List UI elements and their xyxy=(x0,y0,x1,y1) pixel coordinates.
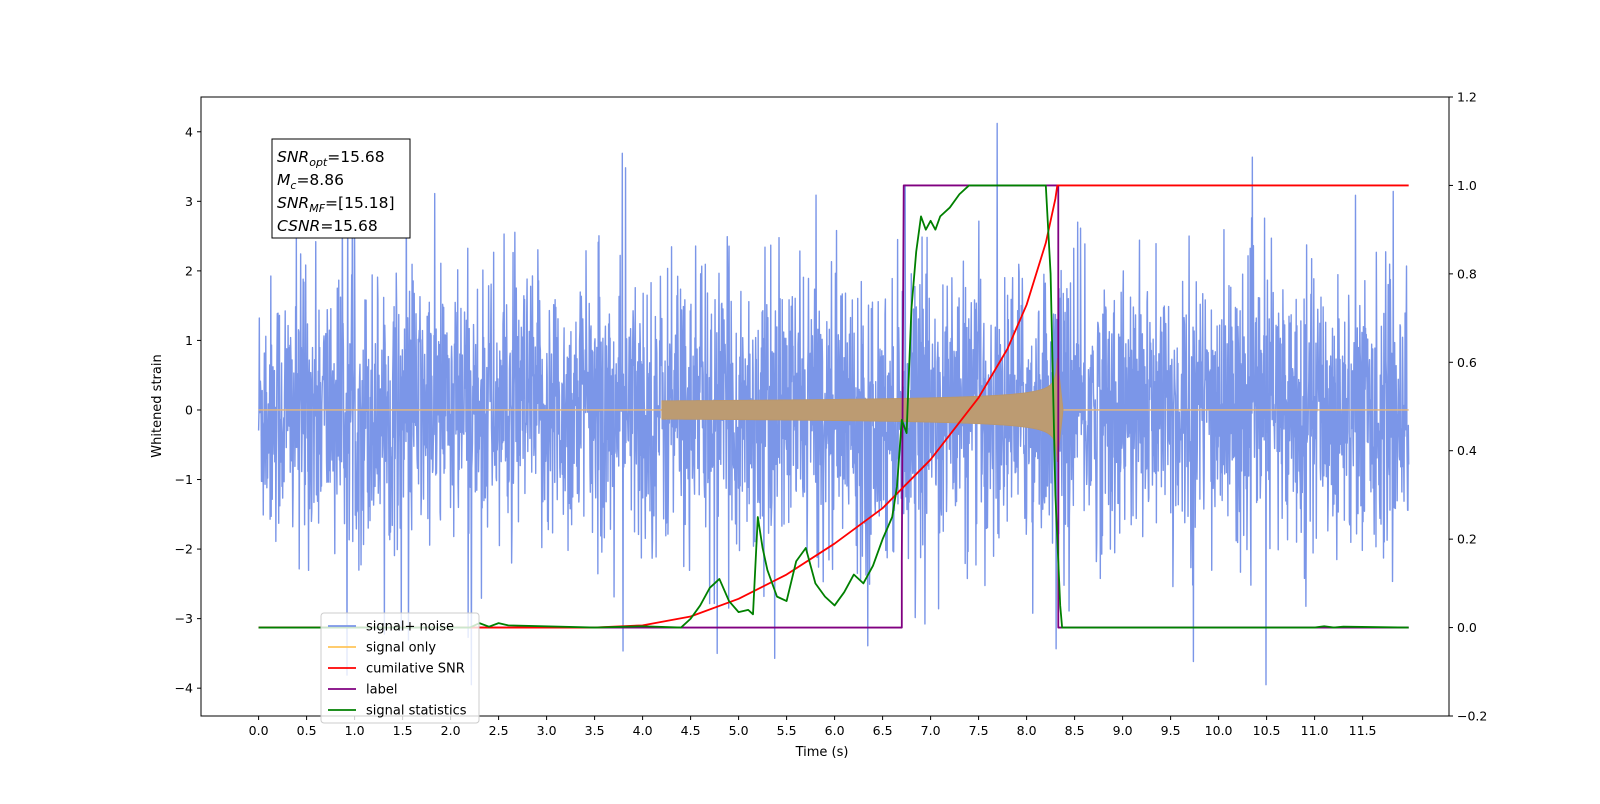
x-tick-label: 7.5 xyxy=(969,723,989,738)
x-tick-label: 0.5 xyxy=(297,723,317,738)
x-axis-label: Time (s) xyxy=(795,745,849,760)
x-tick-label: 2.0 xyxy=(441,723,461,738)
y2-tick-label: 0.0 xyxy=(1457,620,1477,635)
y-tick-label: −2 xyxy=(175,542,193,557)
y2-tick-label: 1.0 xyxy=(1457,178,1477,193)
x-tick-label: 10.0 xyxy=(1205,723,1233,738)
plot-area xyxy=(257,122,1410,686)
x-tick-label: 1.5 xyxy=(393,723,413,738)
x-tick-label: 4.0 xyxy=(633,723,653,738)
legend-label: label xyxy=(366,683,397,698)
annotation-line: SNRopt=15.68 xyxy=(277,148,385,169)
x-tick-label: 8.0 xyxy=(1017,723,1037,738)
y-tick-label: 1 xyxy=(185,333,193,348)
y-tick-label: 4 xyxy=(185,124,193,139)
x-tick-label: 7.0 xyxy=(921,723,941,738)
x-tick-label: 11.0 xyxy=(1301,723,1329,738)
x-tick-label: 9.5 xyxy=(1161,723,1181,738)
legend-label: signal only xyxy=(366,641,436,656)
series-signal-statistics xyxy=(258,184,1409,629)
x-axis: 0.0 0.5 1.0 1.5 2.0 2.5 3.0 3.5 4.0 4.5 5.0 5.5 6.0 6… xyxy=(249,716,1377,738)
y-axis-right: −0.2 0.0 0.2 0.4 0.6 0.8 1.0 1.2 xyxy=(1449,90,1487,724)
y-tick-label: 2 xyxy=(185,263,193,278)
signal-chirp-envelope xyxy=(661,357,1064,463)
legend-label: signal statistics xyxy=(366,704,467,719)
x-tick-label: 4.5 xyxy=(681,723,701,738)
y-axis-left: −4 −3 −2 −1 0 1 2 3 4 xyxy=(175,124,201,696)
x-tick-label: 1.0 xyxy=(345,723,365,738)
y2-tick-label: 0.6 xyxy=(1457,355,1477,370)
annotation-frame xyxy=(271,138,411,239)
y-axis-label: Whitened strain xyxy=(150,354,165,457)
x-tick-label: 2.5 xyxy=(489,723,509,738)
plot-frame xyxy=(200,96,1450,717)
x-tick-label: 6.0 xyxy=(825,723,845,738)
y-tick-label: 0 xyxy=(185,402,193,417)
y-tick-label: −1 xyxy=(175,472,193,487)
x-tick-label: 3.0 xyxy=(537,723,557,738)
x-tick-label: 3.5 xyxy=(585,723,605,738)
annotation-line: CSNR=15.68 xyxy=(277,217,378,235)
series-cumulative-snr xyxy=(258,184,1409,629)
x-tick-label: 5.0 xyxy=(729,723,749,738)
x-tick-label: 9.0 xyxy=(1113,723,1133,738)
y2-tick-label: 1.2 xyxy=(1457,90,1477,105)
y2-tick-label: 0.2 xyxy=(1457,532,1477,547)
legend: signal+ noise signal only cumilative SNR la… xyxy=(320,612,480,724)
legend-label: cumilative SNR xyxy=(366,662,465,677)
x-tick-label: 6.5 xyxy=(873,723,893,738)
legend-label: signal+ noise xyxy=(366,620,454,635)
x-tick-label: 8.5 xyxy=(1065,723,1085,738)
y2-tick-label: 0.8 xyxy=(1457,266,1477,281)
x-tick-label: 5.5 xyxy=(777,723,797,738)
y-tick-label: −3 xyxy=(175,611,193,626)
y2-tick-label: 0.4 xyxy=(1457,443,1477,458)
annotation-line: SNRMF=[15.18] xyxy=(277,194,395,215)
x-tick-label: 11.5 xyxy=(1349,723,1377,738)
x-tick-label: 10.5 xyxy=(1253,723,1281,738)
y2-tick-label: −0.2 xyxy=(1457,709,1487,724)
legend-frame xyxy=(320,612,480,724)
series-label xyxy=(258,184,1409,629)
y-tick-label: 3 xyxy=(185,194,193,209)
y-tick-label: −4 xyxy=(175,681,193,696)
x-tick-label: 0.0 xyxy=(249,723,269,738)
series-signal-noise xyxy=(257,122,1410,686)
annotation-line: Mc=8.86 xyxy=(277,171,344,192)
